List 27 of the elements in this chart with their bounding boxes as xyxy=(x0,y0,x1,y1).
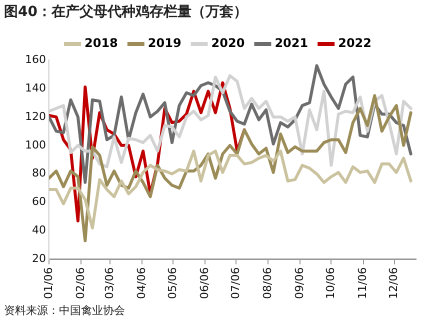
legend-label: 2020 xyxy=(211,36,245,50)
y-tick-label: 60 xyxy=(32,195,46,208)
x-tick-label: 11/06 xyxy=(356,267,370,300)
y-tick-label: 80 xyxy=(32,166,46,180)
text: 资料来源：中国禽业协会 xyxy=(4,303,125,318)
x-tick-label: 03/06 xyxy=(102,267,116,300)
x-tick-label: 02/06 xyxy=(74,267,87,300)
x-tick-label: 10/06 xyxy=(324,267,338,300)
x-tick-label: 07/06 xyxy=(228,267,242,300)
y-tick-label: 120 xyxy=(24,110,46,123)
y-tick-label: 40 xyxy=(32,224,46,237)
legend-label: 2019 xyxy=(148,36,182,50)
x-tick-label: 12/06 xyxy=(387,267,400,300)
x-tick-label: 09/06 xyxy=(293,267,306,300)
x-tick-label: 06/06 xyxy=(198,267,211,300)
legend-label: 2022 xyxy=(338,36,372,50)
x-tick-label: 04/06 xyxy=(134,267,148,300)
y-tick-label: 140 xyxy=(24,81,46,94)
x-tick-label: 08/06 xyxy=(261,267,274,300)
legend-label: 2021 xyxy=(274,36,308,50)
y-tick-label: 20 xyxy=(32,252,46,266)
chart-title: 图40：在产父母代种鸡存栏量（万套） xyxy=(4,3,248,21)
y-tick-label: 100 xyxy=(24,138,46,152)
legend-label: 2018 xyxy=(84,36,118,50)
x-tick-label: 05/06 xyxy=(166,267,179,300)
y-tick-label: 160 xyxy=(24,52,46,66)
x-tick-label: 01/06 xyxy=(42,267,55,300)
